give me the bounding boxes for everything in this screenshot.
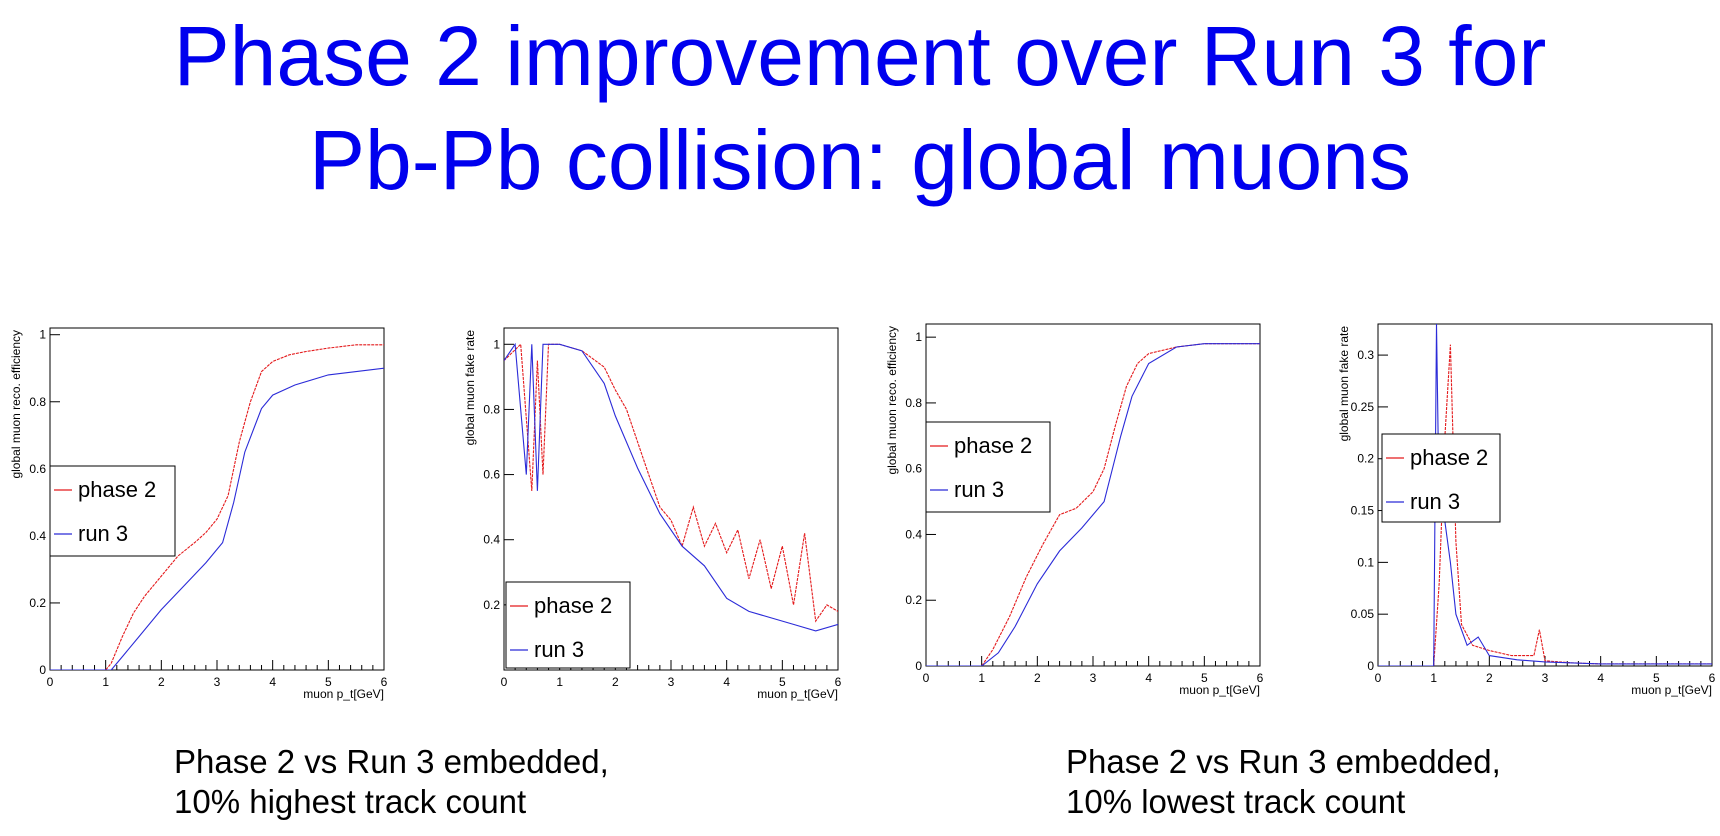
legend-entry: phase 2 (954, 433, 1032, 458)
legend-entry: run 3 (534, 637, 584, 662)
x-tick-label: 6 (1257, 671, 1264, 685)
y-tick-label: 0 (39, 663, 46, 677)
series-line-phase-2 (50, 344, 384, 670)
y-axis-label: global muon reco. efficiency (885, 326, 899, 475)
y-tick-label: 0.2 (1357, 452, 1374, 466)
legend-entry: phase 2 (1410, 445, 1488, 470)
slide-title-line-1: Phase 2 improvement over Run 3 for (173, 9, 1547, 103)
legend-entry: run 3 (78, 521, 128, 546)
y-tick-label: 0.6 (29, 462, 46, 476)
x-tick-label: 4 (269, 675, 276, 689)
x-tick-label: 2 (612, 675, 619, 689)
legend-entry: phase 2 (78, 477, 156, 502)
series-line-run-3 (504, 342, 838, 632)
series-line-run-3 (50, 367, 384, 670)
y-tick-label: 0.05 (1351, 607, 1375, 621)
x-tick-label: 4 (1597, 671, 1604, 685)
y-tick-label: 0.15 (1351, 504, 1375, 518)
legend-entry: run 3 (954, 477, 1004, 502)
y-tick-label: 0 (915, 659, 922, 673)
y-axis-label: global muon fake rate (463, 330, 477, 446)
x-tick-label: 4 (1145, 671, 1152, 685)
caption-left-line-2: 10% highest track count (174, 783, 527, 820)
x-tick-label: 0 (47, 675, 54, 689)
x-tick-label: 6 (381, 675, 388, 689)
legend-box (505, 581, 631, 669)
legend-box (1381, 433, 1501, 523)
caption-right-line-2: 10% lowest track count (1066, 783, 1406, 820)
series-line-phase-2 (504, 343, 838, 623)
chart-left-efficiency: 0 1 2 3 4 5 6 0 0.2 0.4 0.6 0.8 1 muon p_t[GeV] global… (9, 327, 388, 701)
y-tick-label: 0.4 (483, 533, 500, 547)
series-line-phase-2 (926, 343, 1260, 666)
y-tick-label: 0.4 (905, 527, 922, 541)
x-tick-label: 1 (978, 671, 985, 685)
y-tick-label: 0.2 (483, 598, 500, 612)
caption-left-line-1: Phase 2 vs Run 3 embedded, (174, 743, 609, 780)
x-tick-label: 3 (668, 675, 675, 689)
y-tick-label: 0.2 (29, 596, 46, 610)
y-tick-label: 0 (1367, 659, 1374, 673)
x-tick-label: 0 (501, 675, 508, 689)
chart-left-fake-rate: 0 1 2 3 4 5 6 0.2 0.4 0.6 0.8 1 muon p_t[GeV] global … (463, 327, 842, 701)
x-tick-label: 2 (1486, 671, 1493, 685)
y-tick-label: 0.8 (29, 395, 46, 409)
legend-box (49, 465, 176, 557)
x-axis-label: muon p_t[GeV] (303, 687, 384, 701)
y-tick-label: 0.8 (483, 402, 500, 416)
y-tick-label: 0.1 (1357, 555, 1374, 569)
x-tick-label: 5 (779, 675, 786, 689)
series-line-phase-2 (1378, 344, 1712, 666)
y-tick-label: 0.6 (905, 462, 922, 476)
caption-left: Phase 2 vs Run 3 embedded, 10% highest t… (174, 742, 609, 822)
x-tick-label: 1 (556, 675, 563, 689)
x-tick-label: 4 (723, 675, 730, 689)
y-axis-label: global muon fake rate (1337, 326, 1351, 442)
legend-entry: phase 2 (534, 593, 612, 618)
caption-right-line-1: Phase 2 vs Run 3 embedded, (1066, 743, 1501, 780)
x-tick-label: 0 (923, 671, 930, 685)
x-tick-label: 5 (1201, 671, 1208, 685)
series-line-run-3 (1378, 324, 1712, 666)
x-axis-label: muon p_t[GeV] (1631, 683, 1712, 697)
x-tick-label: 2 (1034, 671, 1041, 685)
x-axis-label: muon p_t[GeV] (1179, 683, 1260, 697)
y-tick-label: 1 (493, 337, 500, 351)
x-tick-label: 1 (1430, 671, 1437, 685)
x-tick-label: 1 (102, 675, 109, 689)
x-tick-label: 3 (214, 675, 221, 689)
caption-right: Phase 2 vs Run 3 embedded, 10% lowest tr… (1066, 742, 1501, 822)
x-tick-label: 5 (325, 675, 332, 689)
y-tick-label: 0.4 (29, 529, 46, 543)
chart-right-efficiency: 0 1 2 3 4 5 6 0 0.2 0.4 0.6 0.8 1 muon p_t[GeV] global… (885, 323, 1264, 697)
x-tick-label: 2 (158, 675, 165, 689)
y-tick-label: 0.2 (905, 593, 922, 607)
y-axis-label: global muon reco. efficiency (9, 330, 23, 479)
slide-title-line-2: Pb-Pb collision: global muons (309, 113, 1411, 207)
y-tick-label: 0.3 (1357, 348, 1374, 362)
x-axis-label: muon p_t[GeV] (757, 687, 838, 701)
y-tick-label: 1 (39, 328, 46, 342)
y-tick-label: 0.25 (1351, 400, 1375, 414)
x-tick-label: 5 (1653, 671, 1660, 685)
y-tick-label: 0.6 (483, 468, 500, 482)
chart-right-fake-rate: 0 1 2 3 4 5 6 0 0.05 0.1 0.15 0.2 0.25 0.3 muon p_t[Ge… (1337, 323, 1716, 697)
y-tick-label: 0.8 (905, 396, 922, 410)
x-tick-label: 6 (1709, 671, 1716, 685)
x-tick-label: 3 (1542, 671, 1549, 685)
x-tick-label: 3 (1090, 671, 1097, 685)
series-line-run-3 (926, 343, 1260, 666)
y-tick-label: 1 (915, 330, 922, 344)
legend-entry: run 3 (1410, 489, 1460, 514)
slide-title: Phase 2 improvement over Run 3 for Pb-Pb… (0, 4, 1720, 212)
x-tick-label: 0 (1375, 671, 1382, 685)
x-tick-label: 6 (835, 675, 842, 689)
legend-box (925, 421, 1051, 513)
